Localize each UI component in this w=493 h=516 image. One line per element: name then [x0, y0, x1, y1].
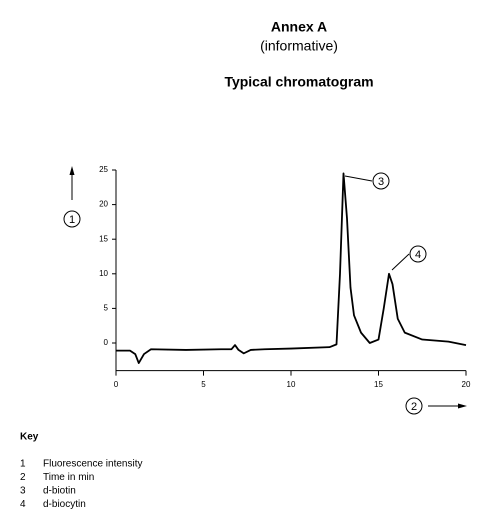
x-tick-label: 20 [462, 380, 471, 389]
y-arrowhead [69, 166, 75, 175]
trace [116, 172, 467, 364]
y-tick-label: 5 [104, 304, 109, 313]
key-text: d-biotin [43, 486, 76, 497]
callout: 3 [378, 176, 384, 188]
x-tick-label: 10 [287, 380, 296, 389]
y-marker: 1 [69, 214, 75, 226]
x-tick-label: 15 [374, 380, 383, 389]
y-tick-label: 10 [99, 269, 108, 278]
annex-subtitle: (informative) [260, 38, 338, 54]
key-number: 2 [20, 472, 26, 483]
callout-leader [391, 253, 410, 271]
key-number: 3 [20, 486, 26, 497]
key-number: 1 [20, 459, 26, 470]
key-title: Key [20, 432, 39, 443]
callout-leader [344, 175, 373, 182]
x-tick-label: 5 [201, 380, 206, 389]
callout-circle [409, 245, 427, 263]
x-marker-circle [405, 397, 423, 415]
x-tick-label: 0 [114, 380, 119, 389]
y-tick-label: 0 [104, 338, 109, 347]
callout-circle [372, 172, 390, 190]
y-tick-label: 20 [99, 200, 108, 209]
key-text: d-biocytin [43, 499, 86, 510]
key: 1 Fluorescence intensity 2 Time in min 3 d-bi… [20, 459, 143, 511]
y-marker-circle [63, 210, 81, 228]
callout: 4 [415, 249, 421, 261]
y-tick-label: 25 [99, 165, 108, 174]
x-arrowhead [458, 403, 467, 409]
y-tick-label: 15 [99, 234, 108, 243]
annex-title: Annex A [271, 19, 327, 35]
key-text: Time in min [43, 472, 94, 483]
figure-caption: Typical chromatogram [224, 74, 373, 90]
x-marker: 2 [411, 401, 417, 413]
key-number: 4 [20, 499, 26, 510]
key-text: Fluorescence intensity [43, 459, 143, 470]
